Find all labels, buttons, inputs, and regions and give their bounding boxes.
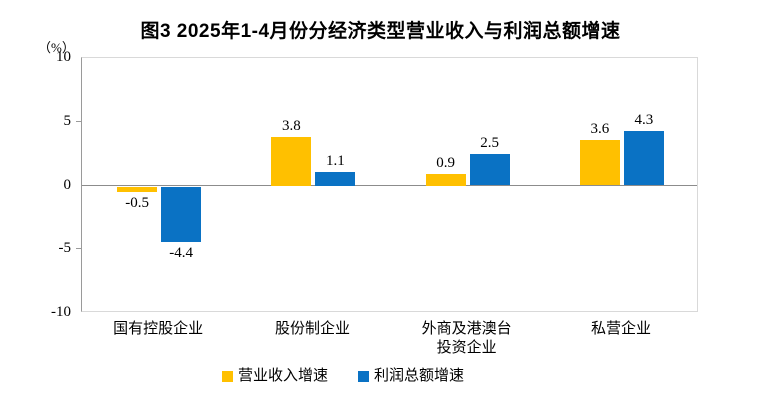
legend-item: 利润总额增速: [358, 368, 464, 384]
legend-item: 营业收入增速: [222, 368, 328, 384]
bar-value-label: -0.5: [125, 194, 149, 211]
legend-item-label: 利润总额增速: [374, 368, 465, 384]
x-category-label: 国有控股企业: [113, 321, 204, 337]
bar: [579, 139, 620, 186]
x-category-label: 外商及港澳台 投资企业: [421, 321, 512, 356]
legend-color-swatch: [222, 370, 233, 382]
legend-color-swatch: [358, 370, 370, 382]
chart-title: 图3 2025年1-4月份分经济类型营业收入与利润总额增速: [140, 21, 621, 42]
bar: [469, 153, 510, 186]
bar-value-label: 3.6: [590, 120, 610, 137]
x-category-label: 股份制企业: [274, 321, 350, 337]
bar-value-label: 2.5: [480, 134, 499, 151]
bar: [271, 137, 312, 186]
bar-value-label: 1.1: [326, 152, 345, 169]
y-tick-label: -5: [58, 240, 72, 257]
bar: [117, 186, 158, 192]
y-tick-mark: [76, 121, 82, 122]
bar: [623, 130, 664, 186]
bar: [425, 174, 466, 186]
bar-value-label: 0.9: [436, 155, 455, 171]
y-tick-mark: [76, 248, 82, 249]
legend: 营业收入增速 利润总额增速: [222, 368, 464, 384]
bar-value-label: 4.3: [634, 111, 654, 128]
plot-area: -0.5 -4.4 3.8 1.1 0.9 2.5 3.6 4.3: [81, 57, 698, 312]
y-axis-unit-label: （%）: [38, 40, 75, 55]
bar: [315, 171, 356, 186]
bar-value-label: -4.4: [169, 244, 193, 261]
bar: [161, 186, 202, 242]
y-tick-label: 10: [56, 49, 71, 65]
y-tick-label: 5: [63, 112, 72, 129]
y-tick-label: -10: [51, 304, 71, 320]
zero-line: [82, 185, 697, 186]
x-category-label: 私营企业: [590, 321, 651, 337]
bar-value-label: 3.8: [282, 118, 301, 134]
legend-item-label: 营业收入增速: [238, 368, 329, 384]
y-tick-label: 0: [63, 176, 72, 193]
